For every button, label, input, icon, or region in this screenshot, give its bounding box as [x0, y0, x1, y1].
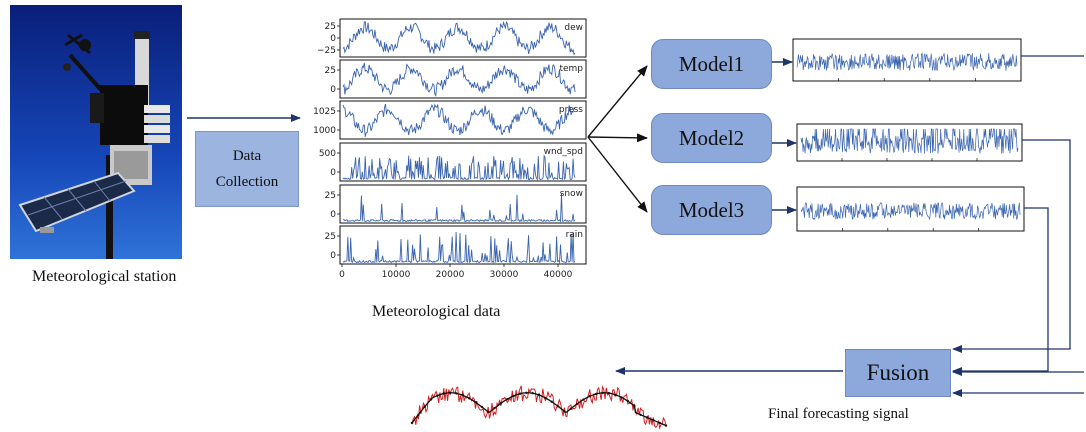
met-series-wnd_spd	[342, 154, 576, 181]
met-ytick: 0	[330, 85, 336, 95]
arrow-data-to-model1	[587, 65, 648, 138]
met-ytick: 500	[319, 149, 336, 159]
model3-box: Model3	[651, 185, 772, 235]
met-series-dew	[342, 20, 576, 56]
met-panel-label: rain	[566, 230, 583, 240]
data-collection-box: Data Collection	[195, 131, 299, 207]
met-ytick: 25	[325, 191, 336, 201]
station-caption: Meteorological station	[32, 268, 177, 285]
met-panel-label: dew	[564, 23, 583, 33]
met-xtick: 0	[339, 270, 345, 280]
station-photo	[10, 5, 182, 259]
met-panel-dew: dew 25 0 −25	[317, 18, 587, 58]
met-ytick: 25	[325, 22, 336, 32]
model2-output-plot	[796, 123, 1023, 162]
met-panel-snow: snow 25 0	[325, 184, 587, 224]
met-ytick: 1025	[313, 107, 336, 117]
met-series-press	[342, 103, 576, 137]
connector-output2-to-fusion	[952, 139, 1071, 353]
arrow-data-to-model2	[587, 133, 648, 143]
met-series-rain	[342, 231, 576, 264]
met-ytick: 0	[330, 210, 336, 220]
fusion-box: Fusion	[845, 349, 951, 397]
final-forecast-plot	[410, 385, 668, 430]
meteorological-data-caption: Meteorological data	[372, 303, 501, 320]
final-forecast-caption: Final forecasting signal	[768, 406, 909, 422]
met-xtick: 30000	[490, 270, 519, 280]
met-ytick: 1000	[313, 126, 336, 136]
model3-output-plot	[796, 186, 1025, 232]
data-collection-line2: Collection	[215, 174, 279, 190]
met-ytick: 25	[325, 232, 336, 242]
model1-box: Model1	[651, 39, 772, 89]
forecast-smooth-series	[411, 392, 667, 427]
met-panel-wnd_spd: wnd_spd 500 0	[319, 142, 587, 182]
met-xtick: 20000	[436, 270, 465, 280]
met-panel-rain: rain 25 0	[325, 225, 587, 265]
model2-box: Model2	[651, 113, 772, 163]
met-xtick: 10000	[382, 270, 411, 280]
data-collection-line1: Data	[232, 148, 262, 164]
met-ytick: 0	[330, 251, 336, 261]
met-ytick: −25	[317, 46, 336, 56]
met-panel-label: press	[559, 105, 583, 115]
met-panel-label: wnd_spd	[544, 147, 583, 157]
meteorological-data-plot: dew 25 0 −25 temp 25 0 press 1025 1000 wnd_spd 500 0…	[313, 18, 587, 280]
met-panel-press: press 1025 1000	[313, 100, 587, 140]
met-series-temp	[342, 62, 576, 97]
connector-output3-to-fusion	[952, 207, 1049, 375]
met-ytick: 25	[325, 66, 336, 76]
met-xtick: 40000	[544, 270, 573, 280]
met-panel-temp: temp 25 0	[325, 59, 587, 99]
met-ytick: 0	[330, 34, 336, 44]
arrow-data-to-model3	[587, 136, 648, 213]
met-panel-label: temp	[559, 64, 583, 74]
met-panel-label: snow	[560, 189, 583, 199]
model1-output-plot	[792, 38, 1022, 82]
met-series-snow	[343, 193, 576, 223]
met-ytick: 0	[330, 168, 336, 178]
